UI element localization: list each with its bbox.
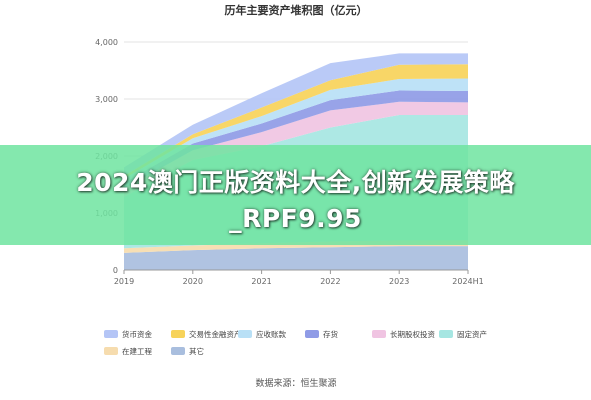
x-tick-label: 2020 [183, 277, 203, 286]
y-tick-label: 3,000 [95, 95, 118, 104]
legend-swatch [171, 347, 185, 355]
chart-title: 历年主要资产堆积图（亿元） [225, 3, 368, 17]
legend-label: 长期股权投资 [390, 329, 435, 339]
area-series [124, 101, 468, 197]
legend-label: 应收账款 [256, 329, 286, 339]
x-tick-label: 2022 [320, 277, 340, 286]
legend-label: 在建工程 [122, 346, 152, 356]
x-tick-label: 2021 [251, 277, 271, 286]
legend-swatch [238, 330, 252, 338]
legend-swatch [439, 330, 453, 338]
area-series [124, 90, 468, 189]
x-tick-label: 2024H1 [452, 277, 483, 286]
legend-swatch [372, 330, 386, 338]
legend-label: 交易性金融资产 [189, 329, 242, 339]
legend-swatch [171, 330, 185, 338]
legend-label: 货币资金 [122, 329, 152, 339]
area-series [124, 78, 468, 183]
x-tick-label: 2023 [389, 277, 409, 286]
legend-label: 存货 [323, 329, 338, 339]
legend-swatch [104, 330, 118, 338]
y-tick-label: 0 [113, 266, 118, 275]
x-tick-label: 2019 [114, 277, 134, 286]
area-series [124, 64, 468, 179]
legend-swatch [305, 330, 319, 338]
overlay-banner [0, 145, 591, 245]
legend-label: 其它 [189, 346, 204, 356]
area-series [124, 246, 468, 270]
data-source-note: 数据来源：恒生聚源 [255, 377, 336, 389]
legend-swatch [104, 347, 118, 355]
y-tick-label: 4,000 [95, 38, 118, 47]
overlay-banner-text: 2024澳门正版资料大全,创新发展策略_RPF9.95 [76, 168, 515, 233]
legend-label: 固定资产 [457, 329, 487, 339]
